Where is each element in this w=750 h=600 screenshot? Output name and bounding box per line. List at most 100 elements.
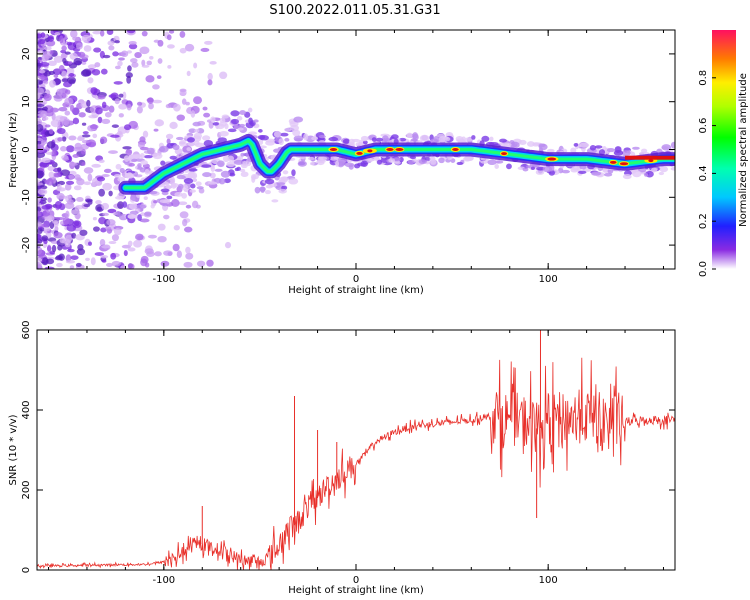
halo-blob [280, 132, 289, 137]
noise-blob [61, 70, 68, 78]
noise-blob [72, 117, 80, 125]
halo-blob [214, 168, 223, 172]
noise-blob [118, 57, 125, 61]
halo-blob [436, 133, 446, 138]
halo-blob [288, 178, 299, 185]
noise-blob [52, 220, 60, 225]
noise-blob [208, 121, 214, 129]
noise-blob [166, 138, 171, 145]
noise-blob [44, 46, 52, 51]
noise-blob [86, 99, 91, 107]
noise-blob [77, 243, 84, 251]
y-tick-label: -20 [21, 237, 32, 253]
halo-blob [162, 202, 168, 207]
halo-blob [542, 166, 553, 173]
noise-blob [79, 229, 88, 236]
halo-blob [195, 181, 202, 187]
colorbar-gradient [712, 30, 736, 269]
noise-blob [88, 115, 98, 119]
noise-blob [69, 265, 75, 269]
snr-x-label: Height of straight line (km) [288, 585, 424, 596]
halo-blob [239, 123, 246, 127]
track-peak-core [329, 148, 338, 151]
halo-blob [594, 145, 603, 149]
halo-blob [143, 155, 153, 159]
noise-blob [87, 199, 93, 205]
noise-blob [130, 58, 138, 63]
noise-blob [75, 42, 83, 50]
noise-blob [117, 60, 123, 67]
halo-blob [189, 189, 196, 193]
noise-blob [58, 65, 65, 72]
noise-blob [49, 107, 59, 113]
halo-blob [265, 140, 275, 146]
noise-blob [57, 167, 62, 172]
colorbar-tick-label: 0.6 [698, 118, 709, 134]
noise-blob [87, 141, 97, 148]
noise-blob [49, 79, 56, 88]
noise-blob [37, 157, 42, 162]
noise-blob [122, 146, 132, 150]
halo-blob [194, 128, 200, 133]
noise-blob [140, 258, 148, 267]
noise-blob [104, 226, 112, 230]
halo-blob [186, 147, 192, 152]
noise-blob [123, 124, 132, 131]
noise-blob [71, 232, 77, 239]
noise-blob [80, 101, 88, 109]
noise-blob [128, 40, 137, 45]
noise-blob [168, 30, 175, 34]
figure-title: S100.2022.011.05.31.G31 [269, 3, 440, 18]
noise-blob [83, 167, 94, 174]
halo-blob [443, 136, 451, 142]
noise-blob [184, 43, 195, 52]
noise-blob [125, 149, 133, 156]
noise-blob [91, 69, 101, 76]
noise-blob [53, 232, 63, 239]
noise-blob [81, 34, 92, 43]
halo-blob [210, 165, 216, 172]
noise-blob [37, 182, 43, 186]
halo-blob [518, 139, 527, 145]
noise-blob [127, 247, 136, 252]
noise-blob [96, 176, 106, 182]
halo-blob [547, 148, 555, 153]
noise-blob [46, 178, 54, 186]
noise-blob [47, 60, 57, 66]
halo-blob [127, 213, 136, 220]
noise-blob [184, 226, 193, 233]
noise-blob [64, 183, 72, 191]
noise-blob [195, 204, 201, 209]
halo-blob [115, 163, 122, 170]
y-tick-label: 0 [21, 567, 32, 573]
noise-blob [63, 118, 71, 127]
noise-blob [93, 47, 102, 53]
noise-blob [176, 114, 185, 121]
noise-blob [75, 177, 83, 181]
noise-blob [56, 262, 63, 268]
noise-blob [145, 75, 155, 83]
halo-blob [202, 172, 212, 178]
halo-blob [659, 166, 668, 173]
noise-blob [141, 59, 146, 67]
x-tick-label: 100 [539, 575, 558, 586]
noise-blob [154, 119, 165, 127]
noise-blob [73, 221, 80, 227]
track-peak-core [501, 152, 508, 156]
noise-blob [66, 224, 76, 232]
halo-blob [240, 171, 249, 178]
halo-blob [388, 158, 396, 163]
noise-blob [148, 102, 154, 110]
halo-blob [487, 159, 497, 166]
noise-blob [37, 261, 42, 268]
y-tick-label: 0 [21, 146, 32, 152]
snr-plot-area [37, 330, 675, 570]
noise-blob [81, 122, 87, 126]
halo-blob [221, 114, 230, 119]
noise-blob [83, 45, 92, 52]
noise-blob [196, 260, 206, 267]
halo-blob [188, 168, 198, 172]
halo-blob [658, 171, 665, 176]
